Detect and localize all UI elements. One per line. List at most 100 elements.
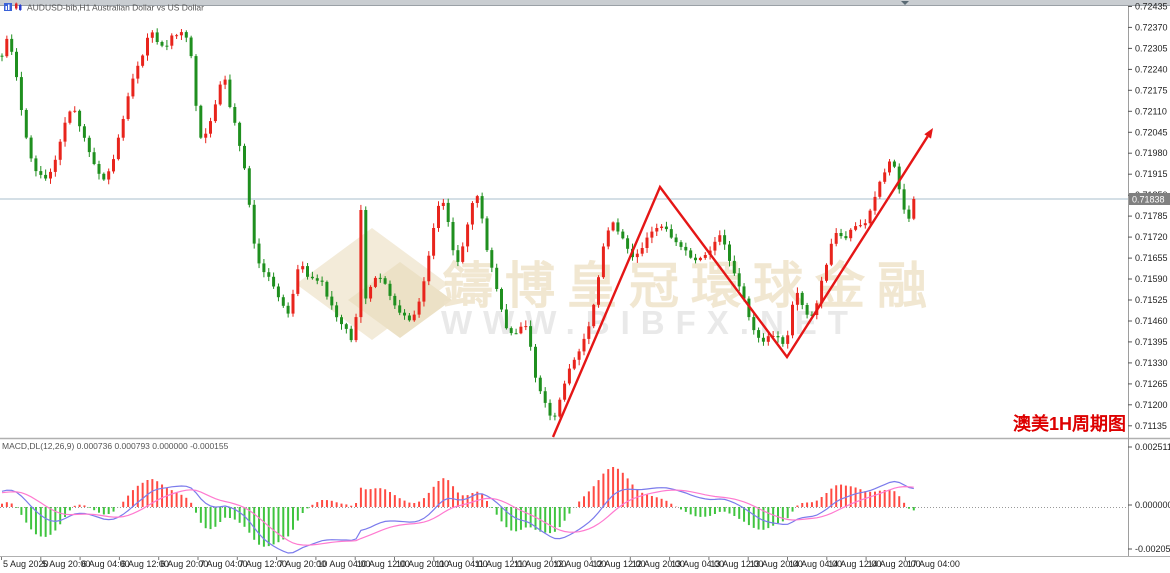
- time-tick-label: 6 Aug 12:00: [121, 559, 169, 569]
- price-tick-label: 0.71590: [1135, 274, 1168, 284]
- candle-body: [597, 277, 600, 305]
- candle-body: [718, 235, 722, 242]
- candle-body: [291, 293, 295, 314]
- candle-body: [218, 84, 222, 105]
- candle-body: [276, 286, 280, 298]
- trend-line[interactable]: [551, 135, 929, 438]
- scrollbar-track[interactable]: [0, 0, 1170, 5]
- candle-body: [742, 286, 746, 299]
- price-tick-label: 0.71980: [1135, 148, 1168, 158]
- candle-body: [281, 297, 285, 306]
- candle-chart-icon: [15, 2, 22, 11]
- current-price-tag-bg: [1129, 193, 1170, 205]
- candle-body: [383, 278, 387, 284]
- bar-chart-icon: [4, 3, 12, 11]
- candle-body: [78, 110, 82, 127]
- candle-body: [480, 196, 484, 219]
- time-tick-label: 10 Aug 04:00: [317, 559, 370, 569]
- candle-body: [213, 104, 217, 122]
- candle-body: [495, 267, 499, 289]
- price-tick-label: 0.72110: [1135, 106, 1167, 116]
- candle-body: [500, 289, 503, 310]
- candle-body: [728, 244, 731, 261]
- candle-body: [650, 231, 654, 238]
- candle-body: [795, 292, 799, 305]
- price-tick-label: 0.71915: [1135, 169, 1168, 179]
- candle-body: [335, 305, 339, 318]
- price-tick-label: 0.71330: [1135, 358, 1168, 368]
- candle-body: [752, 317, 756, 331]
- candle-body: [19, 77, 23, 110]
- top-scrollbar[interactable]: [0, 0, 1170, 6]
- candle-body: [509, 328, 513, 334]
- time-tick-label: 14 Aug 12:00: [828, 559, 881, 569]
- candle-body: [829, 243, 833, 265]
- candle-body: [844, 236, 848, 239]
- candle-body: [538, 377, 542, 392]
- time-tick-label: 10 Aug 12:00: [357, 559, 410, 569]
- candle-body: [854, 226, 858, 230]
- candle-body: [669, 229, 673, 238]
- time-tick-label: 12 Aug 12:00: [593, 559, 646, 569]
- candle-body: [451, 222, 455, 251]
- candle-body: [165, 45, 169, 47]
- candle-body: [684, 246, 688, 251]
- candle-body: [257, 243, 261, 264]
- candle-body: [87, 137, 91, 153]
- candle-body: [635, 253, 639, 258]
- candle-body: [490, 250, 494, 268]
- time-tick-label: 11 Aug 12:00: [475, 559, 527, 569]
- price-tick-label: 0.72175: [1135, 85, 1168, 95]
- candle-body: [44, 174, 48, 179]
- candle-body: [820, 280, 824, 304]
- current-price-tag: 0.71838: [1129, 193, 1170, 205]
- candle-body: [606, 230, 610, 247]
- candle-body: [558, 399, 562, 417]
- candle-body: [534, 346, 537, 378]
- candle-body: [577, 351, 581, 360]
- time-tick-label: 17 Aug 04:00: [907, 559, 960, 569]
- price-tick-label: 0.72435: [1135, 2, 1168, 12]
- candle-body: [97, 164, 101, 174]
- candle-body: [470, 203, 474, 225]
- candle-body: [262, 263, 266, 273]
- price-tick-label: 0.71785: [1135, 211, 1168, 221]
- candle-body: [349, 328, 353, 341]
- candle-body: [373, 277, 377, 287]
- macd-tick-label: 0.000000: [1135, 500, 1170, 510]
- candle-body: [519, 326, 523, 334]
- candle-body: [175, 35, 179, 37]
- candle-body: [63, 122, 67, 142]
- candle-body: [897, 166, 901, 190]
- candle-body: [907, 209, 911, 219]
- macd-tick-label: 0.002511: [1135, 442, 1170, 452]
- candle-body: [567, 368, 571, 384]
- candle-body: [791, 304, 794, 336]
- candle-body: [112, 159, 115, 172]
- scrollbar-marker[interactable]: [901, 1, 909, 5]
- current-price-tag-value: 0.71838: [1132, 195, 1165, 205]
- candle-body: [810, 314, 814, 316]
- candle-body: [136, 65, 140, 79]
- candle-body: [611, 222, 615, 231]
- candle-body: [121, 119, 125, 138]
- candle-body: [737, 273, 741, 287]
- candle-body: [732, 260, 736, 274]
- candle-body: [92, 152, 96, 164]
- candle-body: [378, 277, 382, 279]
- candle-body: [592, 304, 596, 327]
- candle-body: [359, 210, 363, 318]
- price-tick-label: 0.71200: [1135, 400, 1168, 410]
- candle-body: [582, 338, 586, 352]
- candle-body: [572, 359, 576, 369]
- trend-arrow[interactable]: [551, 128, 933, 438]
- macd-tick-label: -0.002051: [1135, 544, 1170, 554]
- candle-body: [340, 317, 343, 325]
- candle-body: [587, 326, 591, 339]
- price-tick-label: 0.71720: [1135, 232, 1168, 242]
- candle-body: [160, 42, 164, 46]
- candle-body: [403, 312, 406, 316]
- candle-body: [5, 38, 9, 57]
